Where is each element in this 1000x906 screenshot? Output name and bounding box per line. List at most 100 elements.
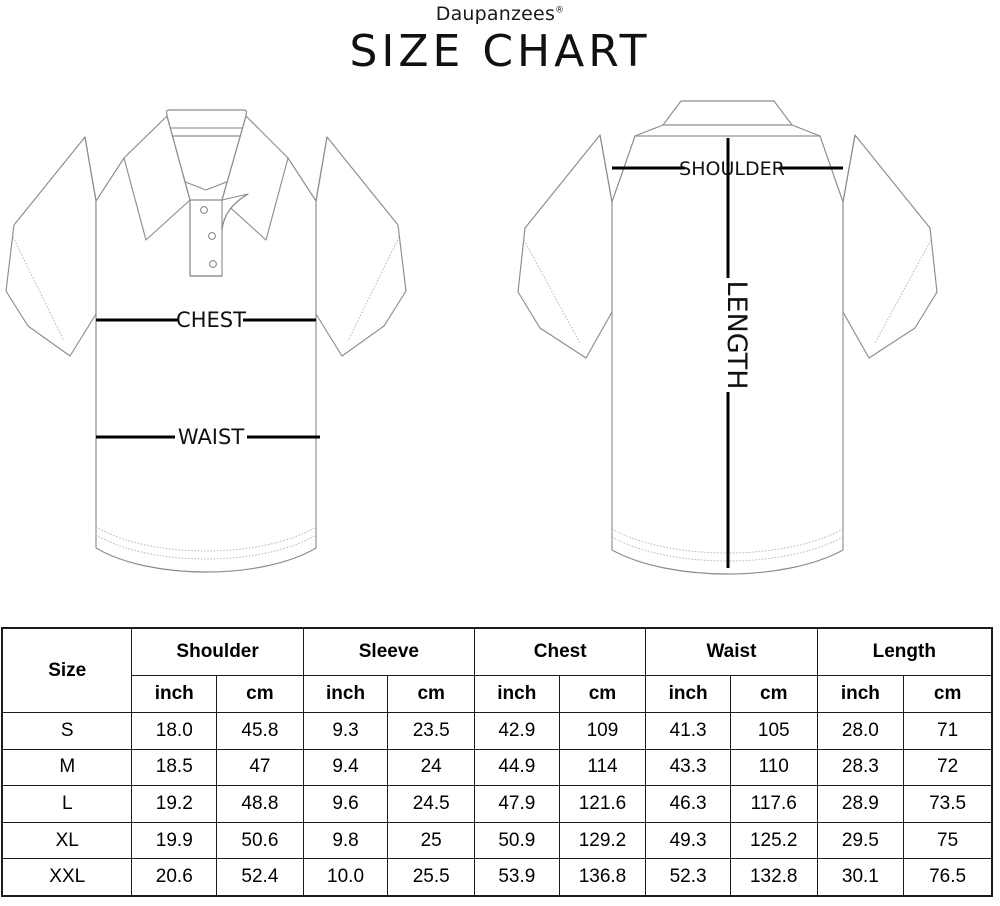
cell-l-waist-inch: 46.3: [645, 785, 731, 823]
column-header-sleeve: Sleeve: [302, 628, 476, 676]
size-chart-table: Size Shoulder Sleeve Chest Waist Length …: [1, 627, 993, 897]
unit-header-chest-inch: inch: [474, 675, 560, 713]
right-cuff-stitch: [347, 236, 400, 342]
cell-m-waist-cm: 110: [729, 748, 818, 787]
left-cuff-stitch: [12, 236, 65, 342]
polo-shirt-back-drawing: SHOULDER LENGTH: [517, 100, 938, 575]
cell-m-shoulder-inch: 18.5: [131, 748, 218, 787]
cell-xl-chest-inch: 50.9: [474, 821, 560, 860]
cell-s-length-cm: 71: [903, 712, 992, 750]
back-collar-shape: [662, 100, 793, 126]
cell-xl-sleeve-cm: 25: [387, 821, 476, 860]
unit-header-shoulder-cm: cm: [216, 675, 304, 713]
registered-trademark-icon: ®: [555, 5, 565, 16]
chest-label: CHEST: [176, 308, 246, 332]
shoulder-label: SHOULDER: [679, 158, 785, 180]
cell-l-length-cm: 73.5: [903, 785, 992, 823]
right-shoulder-seam: [842, 134, 856, 203]
page-header: Daupanzees® SIZE CHART: [0, 0, 1000, 82]
cell-m-chest-cm: 114: [558, 748, 647, 787]
right-cuff-stitch: [874, 239, 932, 344]
cell-s-sleeve-cm: 23.5: [387, 712, 476, 750]
button-icon-bottom: [209, 260, 217, 268]
shirt-back-view: SHOULDER LENGTH: [500, 80, 1000, 628]
table-row: L 19.2 48.8 9.6 24.5 47.9 121.6 46.3 117…: [1, 785, 992, 823]
right-sleeve-shape: [842, 134, 938, 359]
size-chart-table-container: Size Shoulder Sleeve Chest Waist Length …: [1, 627, 993, 898]
brand-text: Daupanzees: [435, 3, 556, 25]
cell-xxl-chest-inch: 53.9: [474, 858, 560, 896]
cell-s-sleeve-inch: 9.3: [302, 712, 389, 750]
table-header-row-units: inch cm inch cm inch cm inch cm inch cm: [3, 675, 992, 713]
cell-xxl-waist-inch: 52.3: [645, 858, 731, 896]
hem-stitch-upper: [95, 526, 317, 552]
cell-s-waist-inch: 41.3: [645, 712, 731, 750]
cell-l-shoulder-inch: 19.2: [131, 785, 218, 823]
shirt-illustrations: CHEST WAIST: [0, 80, 1000, 628]
cell-xxl-length-cm: 76.5: [903, 858, 992, 896]
right-sleeve-shape: [315, 136, 407, 357]
unit-header-sleeve-inch: inch: [302, 675, 389, 713]
table-row: M 18.5 47 9.4 24 44.9 114 43.3 110 28.3 …: [1, 748, 992, 787]
cell-s-chest-cm: 109: [558, 712, 647, 750]
cell-m-shoulder-cm: 47: [216, 748, 304, 787]
neck-opening-right: [221, 115, 247, 201]
shirt-front-view: CHEST WAIST: [0, 80, 500, 628]
shoulder-measure-group: SHOULDER: [612, 158, 843, 180]
cell-xl-waist-inch: 49.3: [645, 821, 731, 860]
cell-m-sleeve-inch: 9.4: [302, 748, 389, 787]
size-label-xxl: XXL: [1, 858, 133, 896]
length-label: LENGTH: [721, 280, 752, 389]
column-header-waist: Waist: [645, 628, 818, 676]
table-header-row-groups: Size Shoulder Sleeve Chest Waist Length: [1, 628, 993, 713]
neck-opening-left: [166, 115, 191, 201]
left-sleeve-shape: [5, 136, 97, 357]
cell-l-sleeve-inch: 9.6: [302, 785, 389, 823]
column-header-shoulder: Shoulder: [131, 628, 304, 676]
table-row: S 18.0 45.8 9.3 23.5 42.9 109 41.3 105 2…: [1, 712, 992, 750]
cell-l-sleeve-cm: 24.5: [387, 785, 476, 823]
left-shoulder-seam: [599, 134, 613, 203]
hem-stitch-lower: [95, 534, 317, 560]
left-shoulder-seam: [84, 136, 97, 202]
cell-xl-shoulder-cm: 50.6: [216, 821, 304, 860]
unit-header-length-inch: inch: [816, 675, 905, 713]
waist-measure-group: WAIST: [96, 425, 320, 449]
cell-s-shoulder-inch: 18.0: [131, 712, 218, 750]
cell-xl-waist-cm: 125.2: [729, 821, 818, 860]
cell-l-length-inch: 28.9: [816, 785, 905, 823]
column-header-length: Length: [816, 628, 993, 676]
cell-m-chest-inch: 44.9: [474, 748, 560, 787]
cell-xl-shoulder-inch: 19.9: [131, 821, 218, 860]
back-collar-left-edge: [634, 124, 664, 137]
unit-header-waist-cm: cm: [729, 675, 818, 713]
unit-header-length-cm: cm: [903, 675, 992, 713]
chest-measure-group: CHEST: [96, 308, 316, 332]
size-label-l: L: [1, 785, 133, 823]
cell-m-waist-inch: 43.3: [645, 748, 731, 787]
left-cuff-stitch: [523, 239, 581, 344]
table-body: S 18.0 45.8 9.3 23.5 42.9 109 41.3 105 2…: [1, 712, 992, 896]
cell-m-sleeve-cm: 24: [387, 748, 476, 787]
cell-xxl-sleeve-cm: 25.5: [387, 858, 476, 896]
cell-s-waist-cm: 105: [729, 712, 818, 750]
cell-m-length-inch: 28.3: [816, 748, 905, 787]
cell-xl-chest-cm: 129.2: [558, 821, 647, 860]
polo-shirt-front-drawing: CHEST WAIST: [5, 109, 407, 573]
back-collar-right-edge: [791, 124, 821, 137]
cell-s-chest-inch: 42.9: [474, 712, 560, 750]
cell-xxl-sleeve-inch: 10.0: [302, 858, 389, 896]
column-header-chest: Chest: [474, 628, 647, 676]
size-label-s: S: [1, 712, 133, 750]
cell-xxl-waist-cm: 132.8: [729, 858, 818, 896]
cell-xl-sleeve-inch: 9.8: [302, 821, 389, 860]
cell-xxl-shoulder-inch: 20.6: [131, 858, 218, 896]
cell-l-shoulder-cm: 48.8: [216, 785, 304, 823]
table-row: XXL 20.6 52.4 10.0 25.5 53.9 136.8 52.3 …: [1, 858, 992, 896]
cell-xl-length-cm: 75: [903, 821, 992, 860]
table-row: XL 19.9 50.6 9.8 25 50.9 129.2 49.3 125.…: [1, 821, 992, 860]
cell-xxl-chest-cm: 136.8: [558, 858, 647, 896]
cell-xxl-shoulder-cm: 52.4: [216, 858, 304, 896]
placket-right-fold: [221, 193, 249, 231]
waist-label: WAIST: [178, 425, 245, 449]
